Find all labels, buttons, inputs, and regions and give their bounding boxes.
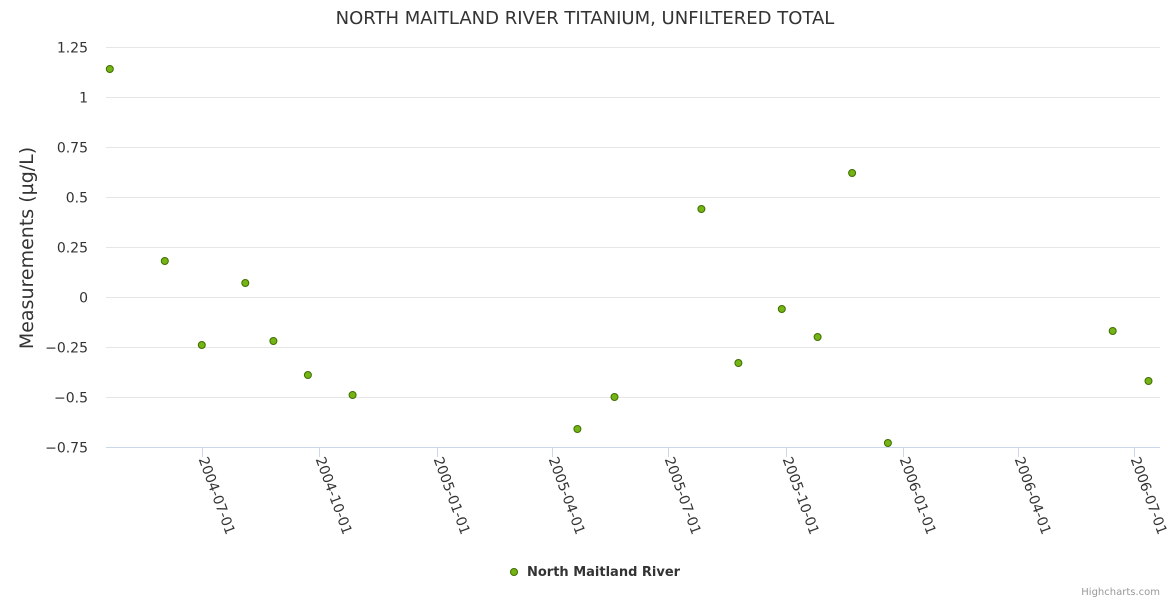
data-point[interactable] bbox=[197, 341, 206, 349]
x-tick-label: 2005-04-01 bbox=[545, 455, 588, 537]
data-point[interactable] bbox=[777, 305, 786, 313]
legend-label[interactable]: North Maitland River bbox=[527, 565, 681, 580]
data-point[interactable] bbox=[269, 337, 278, 345]
y-axis-title: Measurements (µg/L) bbox=[16, 147, 38, 349]
data-point[interactable] bbox=[1108, 327, 1117, 335]
grid-lines bbox=[106, 47, 1160, 398]
x-tick-label: 2005-10-01 bbox=[779, 455, 822, 537]
x-tick-label: 2004-10-01 bbox=[312, 455, 355, 537]
data-point[interactable] bbox=[105, 65, 114, 73]
data-point[interactable] bbox=[303, 371, 312, 379]
y-axis-ticks: 1.25 1 0.75 0.5 0.25 0 −0.25 −0.5 −0.75 bbox=[45, 41, 88, 457]
data-point[interactable] bbox=[848, 169, 857, 177]
x-tick-label: 2005-01-01 bbox=[430, 455, 473, 537]
x-tick-label: 2006-04-01 bbox=[1011, 455, 1054, 537]
data-point[interactable] bbox=[348, 391, 357, 399]
data-point[interactable] bbox=[697, 205, 706, 213]
x-tick-label: 2006-07-01 bbox=[1127, 455, 1170, 537]
legend-marker-icon bbox=[510, 568, 518, 576]
x-tick-label: 2006-01-01 bbox=[896, 455, 939, 537]
data-point[interactable] bbox=[241, 279, 250, 287]
y-tick-label: 0.5 bbox=[66, 191, 88, 207]
y-tick-label: 1 bbox=[79, 91, 88, 107]
y-tick-label: 0.25 bbox=[57, 241, 88, 257]
chart-title: NORTH MAITLAND RIVER TITANIUM, UNFILTERE… bbox=[336, 8, 835, 29]
data-point[interactable] bbox=[160, 257, 169, 265]
data-point[interactable] bbox=[1144, 377, 1153, 385]
legend[interactable]: North Maitland River bbox=[510, 565, 681, 580]
credits-link[interactable]: Highcharts.com bbox=[1081, 587, 1160, 598]
x-axis: 2004-07-01 2004-10-01 2005-01-01 2005-04-01… bbox=[106, 447, 1170, 537]
y-tick-label: −0.25 bbox=[45, 341, 88, 357]
y-tick-label: 0 bbox=[79, 291, 88, 307]
data-point[interactable] bbox=[813, 333, 822, 341]
y-tick-label: 1.25 bbox=[57, 41, 88, 57]
data-point[interactable] bbox=[573, 425, 582, 433]
data-points bbox=[105, 65, 1153, 447]
data-point[interactable] bbox=[734, 359, 743, 367]
y-tick-label: −0.75 bbox=[45, 441, 88, 457]
x-tick-label: 2005-07-01 bbox=[661, 455, 704, 537]
y-tick-label: 0.75 bbox=[57, 141, 88, 157]
data-point[interactable] bbox=[883, 439, 892, 447]
data-point[interactable] bbox=[610, 393, 619, 401]
y-tick-label: −0.5 bbox=[54, 391, 88, 407]
x-tick-label: 2004-07-01 bbox=[195, 455, 238, 537]
